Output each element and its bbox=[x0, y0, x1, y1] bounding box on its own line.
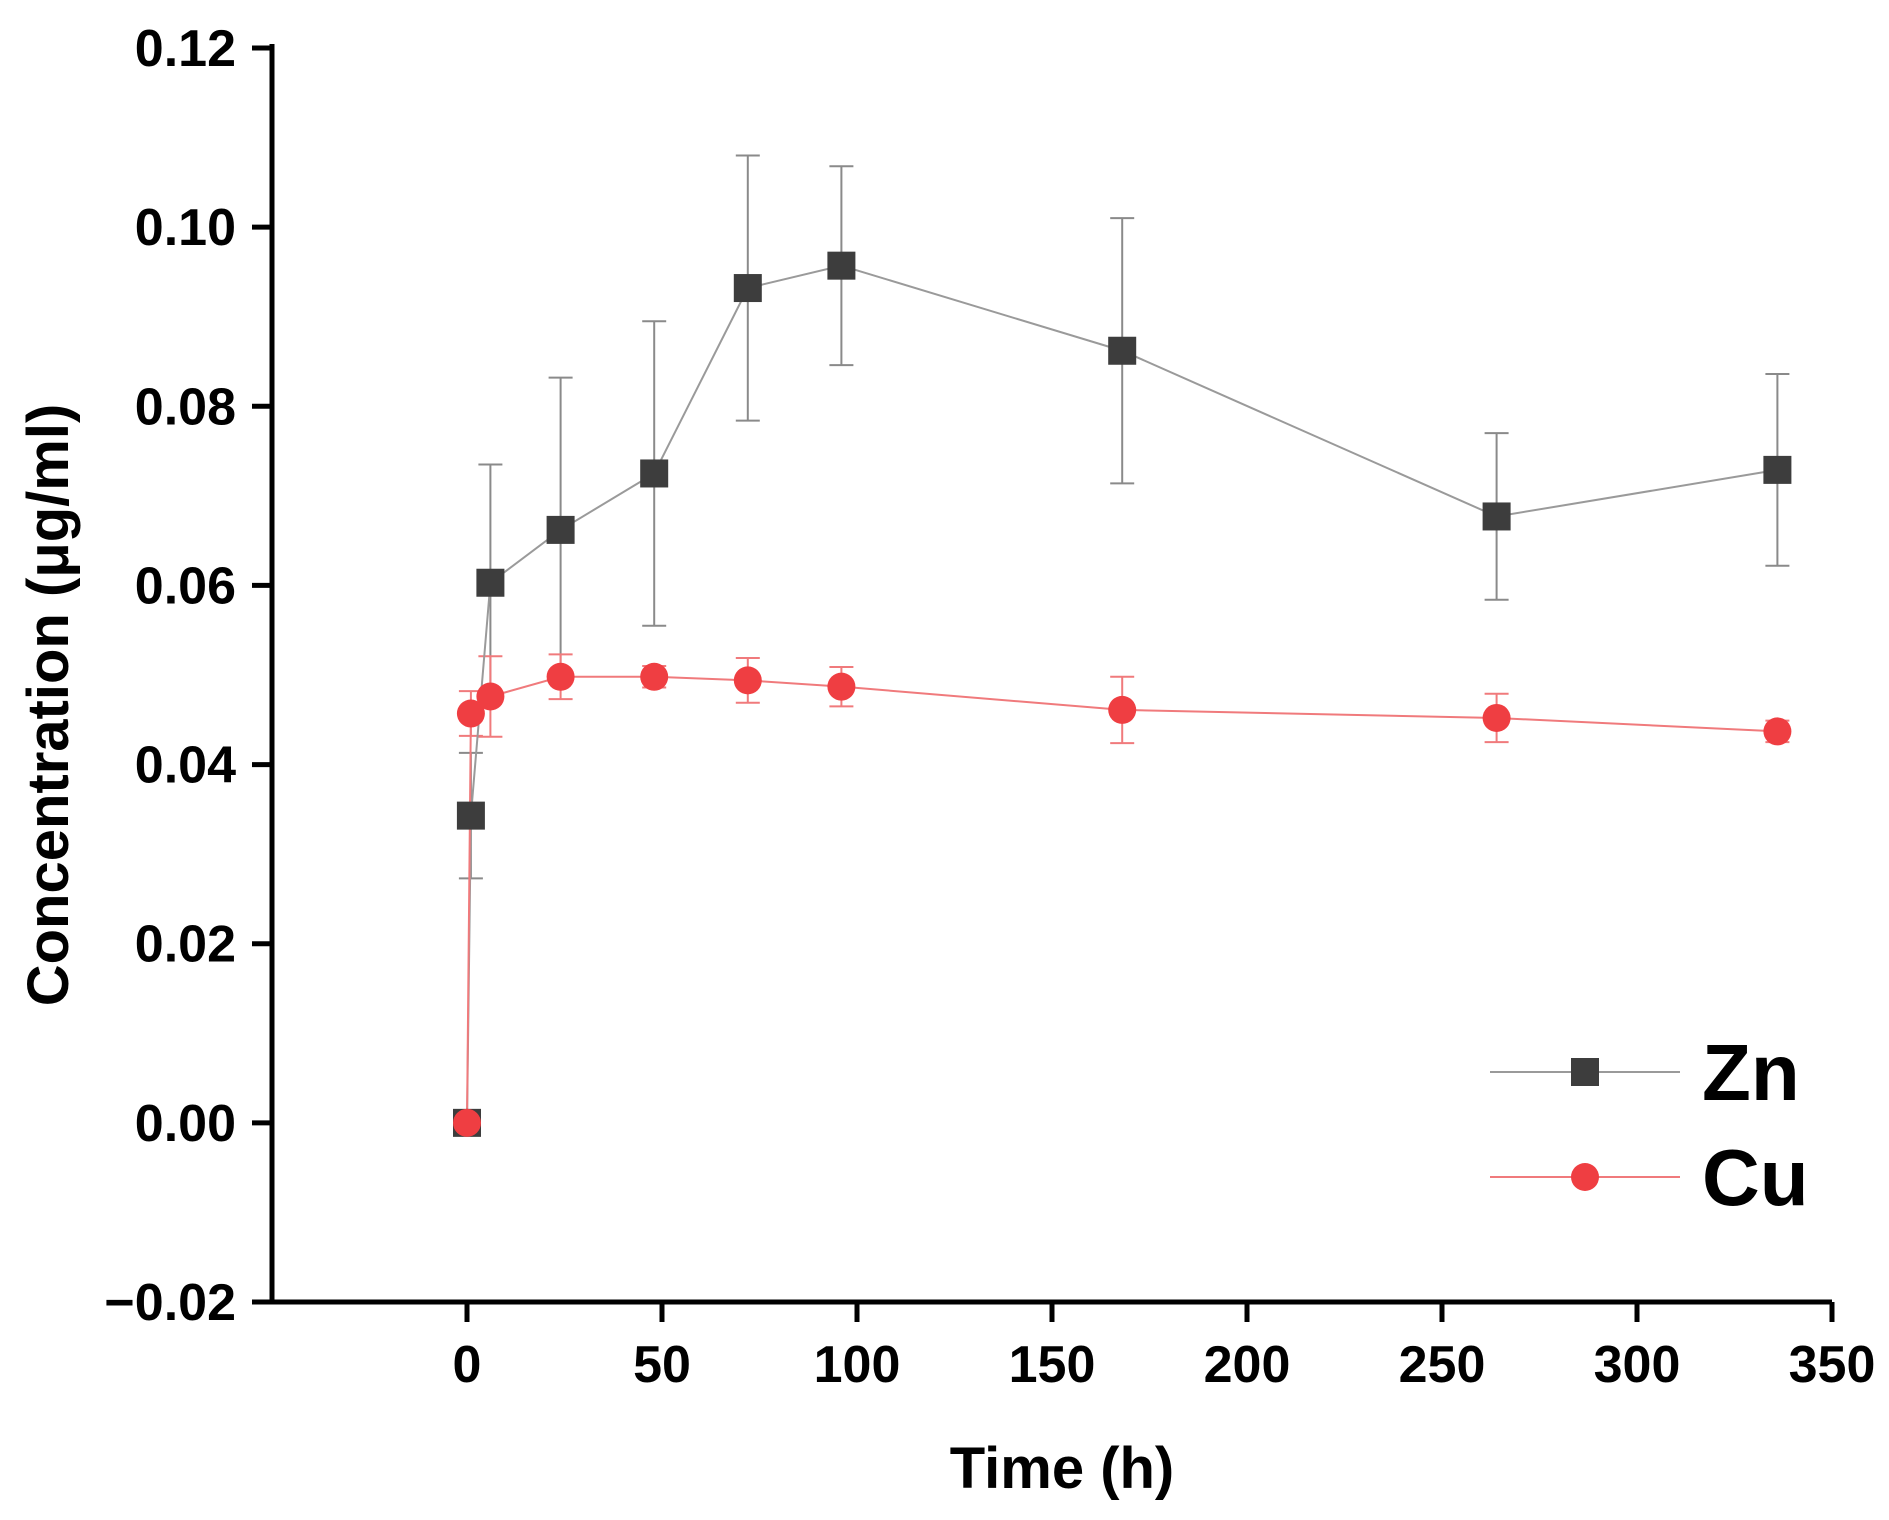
cu-data-point bbox=[733, 666, 762, 695]
x-tick-label: 0 bbox=[453, 1336, 482, 1394]
zn-data-point bbox=[733, 274, 762, 303]
y-axis-title: Concentration (μg/ml) bbox=[16, 404, 81, 1007]
x-tick-label: 350 bbox=[1789, 1336, 1876, 1394]
y-tick-label: 0.10 bbox=[135, 199, 236, 257]
zn-data-point bbox=[456, 801, 485, 830]
legend-label-zn: Zn bbox=[1702, 1028, 1800, 1117]
cu-data-point bbox=[546, 662, 575, 691]
y-tick-label: 0.04 bbox=[135, 737, 236, 795]
x-tick-label: 50 bbox=[633, 1336, 691, 1394]
zn-data-point bbox=[476, 568, 505, 597]
cu-data-point bbox=[827, 672, 856, 701]
zn-data-point bbox=[827, 251, 856, 280]
cu-data-point bbox=[453, 1108, 481, 1137]
y-tick-label: 0.00 bbox=[135, 1095, 236, 1153]
x-tick-label: 100 bbox=[814, 1336, 901, 1394]
axes: −0.02 0.00 0.02 0.04 0.06 0.08 0.10 0.12 0 50 100 1… bbox=[104, 20, 1875, 1394]
cu-data-point bbox=[456, 699, 485, 728]
zn-data-point bbox=[1763, 455, 1792, 484]
x-tick-label: 250 bbox=[1399, 1336, 1486, 1394]
cu-data-point bbox=[1482, 703, 1511, 732]
cu-data-point bbox=[476, 682, 505, 711]
legend-item-cu: Cu bbox=[1490, 1133, 1809, 1222]
zn-data-point bbox=[640, 459, 669, 488]
y-tick-label: 0.12 bbox=[135, 20, 236, 78]
y-tick-label: −0.02 bbox=[104, 1274, 236, 1332]
x-tick-label: 200 bbox=[1204, 1336, 1291, 1394]
legend: Zn Cu bbox=[1490, 1028, 1809, 1222]
error-bars bbox=[458, 154, 1790, 880]
zn-data-point bbox=[1108, 336, 1137, 365]
data-series bbox=[453, 251, 1792, 1137]
y-tick-label: 0.08 bbox=[135, 378, 236, 436]
cu-data-point bbox=[1763, 717, 1792, 746]
y-tick-label: 0.06 bbox=[135, 557, 236, 615]
legend-marker-cu bbox=[1571, 1163, 1599, 1191]
y-tick-label: 0.02 bbox=[135, 916, 236, 974]
zn-data-point bbox=[546, 515, 575, 544]
x-tick-label: 300 bbox=[1594, 1336, 1681, 1394]
x-tick-label: 150 bbox=[1009, 1336, 1096, 1394]
x-axis-title: Time (h) bbox=[950, 1436, 1175, 1501]
legend-marker-zn bbox=[1571, 1058, 1599, 1086]
cu-data-point bbox=[640, 662, 669, 691]
legend-item-zn: Zn bbox=[1490, 1028, 1800, 1117]
legend-label-cu: Cu bbox=[1702, 1133, 1809, 1222]
cu-data-point bbox=[1108, 695, 1137, 724]
zn-data-point bbox=[1482, 502, 1511, 531]
